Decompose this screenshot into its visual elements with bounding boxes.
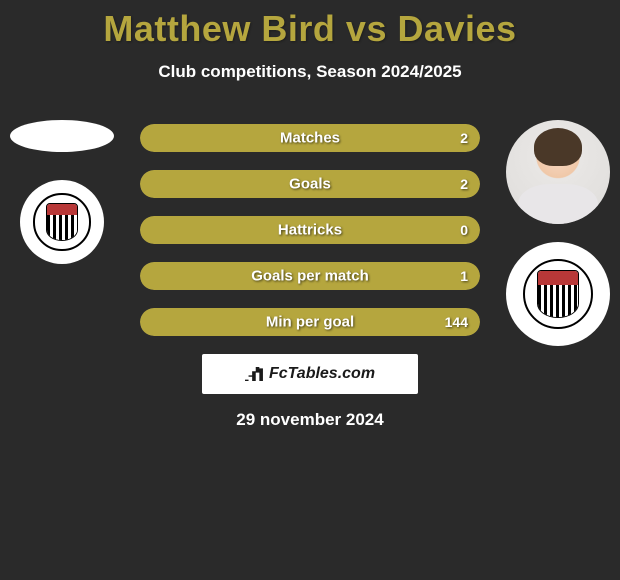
comparison-bars: Matches2Goals2Hattricks0Goals per match1… [140,124,480,354]
stat-bar-value-right: 2 [460,130,468,146]
stat-bar-label: Goals [140,176,480,193]
player-right-photo [506,120,610,224]
stat-bar-label: Matches [140,130,480,147]
player-left-placeholder [10,120,114,152]
brand-watermark: FcTables.com [202,354,418,394]
stat-bar-value-right: 2 [460,176,468,192]
left-player-column [8,120,116,264]
stat-bar-row: Goals2 [140,170,480,198]
stat-bar-row: Goals per match1 [140,262,480,290]
club-badge-left [20,180,104,264]
stat-bar-row: Hattricks0 [140,216,480,244]
stat-bar-row: Min per goal144 [140,308,480,336]
stat-bar-label: Hattricks [140,222,480,239]
comparison-title: Matthew Bird vs Davies [0,0,620,50]
stat-bar-row: Matches2 [140,124,480,152]
stat-bar-label: Min per goal [140,314,480,331]
brand-text: FcTables.com [269,365,375,383]
club-badge-right [506,242,610,346]
date-label: 29 november 2024 [0,410,620,430]
stat-bar-label: Goals per match [140,268,480,285]
stat-bar-value-right: 0 [460,222,468,238]
right-player-column [504,120,612,346]
stat-bar-value-right: 144 [445,314,468,330]
stat-bar-value-right: 1 [460,268,468,284]
brand-chart-icon [245,367,263,381]
comparison-subtitle: Club competitions, Season 2024/2025 [0,62,620,82]
